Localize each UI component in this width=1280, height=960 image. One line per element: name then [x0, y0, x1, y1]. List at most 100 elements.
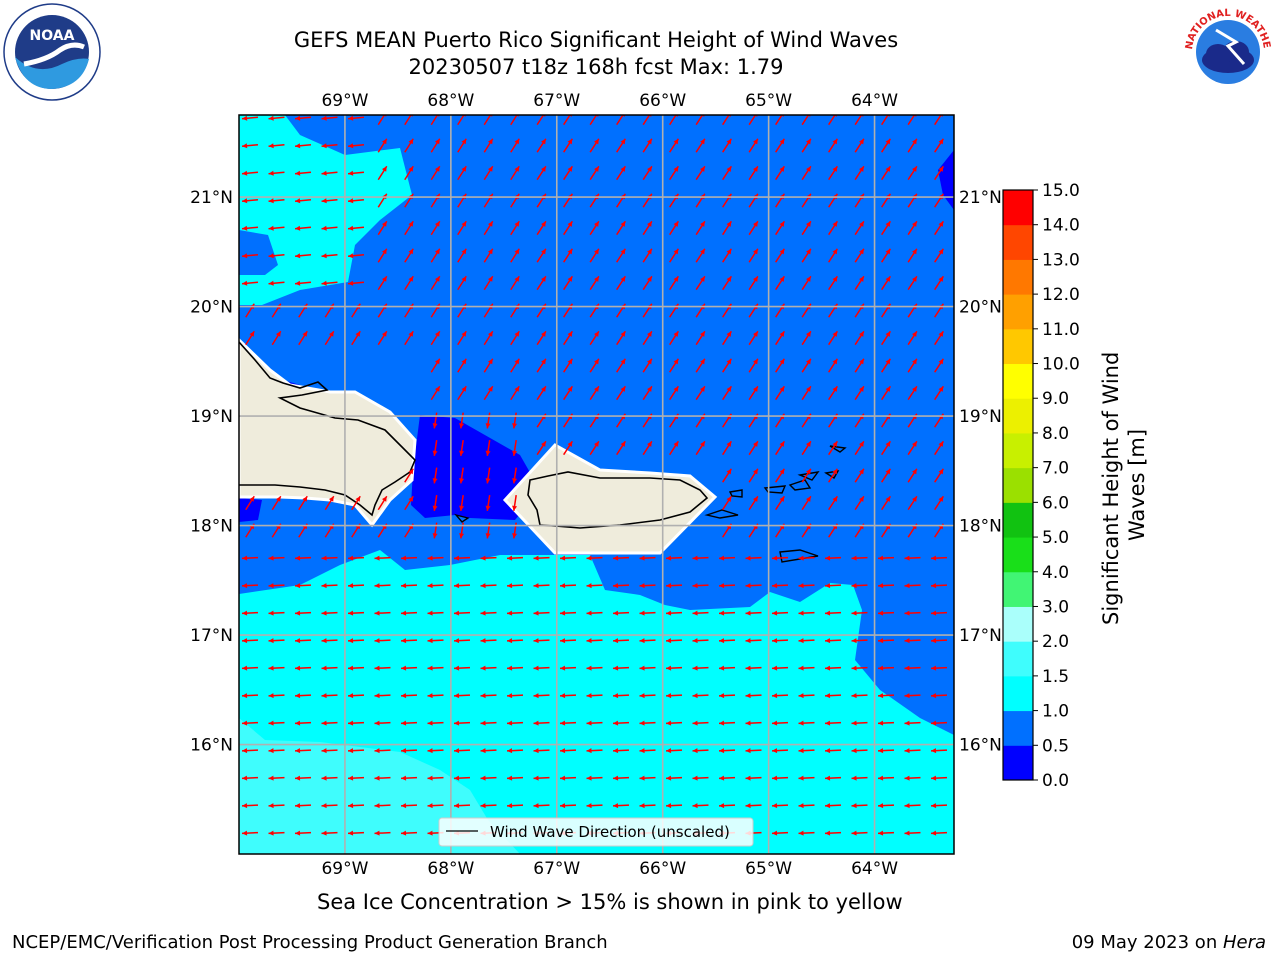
bottom-lon-label: 68°W: [427, 859, 474, 879]
wave-arrow-head: [594, 166, 599, 172]
wave-arrow-head: [268, 638, 274, 644]
colorbar-swatch: [1003, 675, 1033, 712]
wave-arrow-head: [806, 358, 811, 365]
wave-arrow-head: [348, 115, 354, 121]
wave-arrow-head: [567, 331, 573, 337]
wave-arrow-head: [461, 276, 467, 282]
colorbar-swatch: [1003, 571, 1033, 607]
wave-arrow-head: [806, 221, 811, 227]
wave-arrow-head: [512, 423, 518, 429]
wave-arrow-head: [242, 610, 248, 616]
wave-arrow-head: [374, 610, 380, 616]
wave-arrow-head: [673, 386, 679, 392]
wave-arrow-head: [639, 775, 645, 781]
top-lon-label: 66°W: [639, 91, 686, 111]
colorbar-frame: [1002, 189, 1034, 781]
wave-arrow-head: [904, 610, 910, 616]
hispaniola-coastline: [239, 341, 416, 517]
wave-arrow-head: [454, 803, 460, 809]
wave-arrow-head: [434, 248, 440, 255]
colorbar-tick-label: 1.0: [1042, 702, 1069, 722]
wave-arrow-head: [779, 386, 785, 392]
wave-arrow-head: [321, 253, 327, 259]
wave-arrow-head: [639, 803, 645, 809]
wave-arrow-head: [772, 748, 778, 754]
wave-arrow: [934, 115, 942, 126]
wave-arrow-head: [295, 170, 301, 176]
wave-arrow: [457, 115, 465, 126]
wave-arrow-head: [541, 386, 546, 392]
wave-arrow-head: [321, 775, 327, 781]
wave-arrow: [510, 115, 518, 126]
wave-arrow-head: [726, 468, 732, 475]
wave-arrow-head: [938, 221, 944, 227]
wave-arrow-head: [726, 496, 732, 502]
wave-arrow-head: [673, 358, 679, 365]
wave-arrow-head: [772, 555, 778, 561]
wave-arrow-head: [753, 166, 758, 172]
colorbar-tick-label: 11.0: [1042, 320, 1080, 340]
wave-arrow-head: [779, 221, 785, 227]
wave-arrow: [616, 115, 624, 126]
wave-arrow-head: [772, 693, 778, 699]
wave-arrow-head: [432, 533, 438, 539]
wave-arrow-head: [374, 638, 380, 644]
map-frame: [238, 114, 955, 855]
colorbar-label-line1: Significant Height of Wind: [1099, 352, 1123, 625]
wave-arrow-head: [620, 248, 626, 255]
wave-arrow-head: [832, 331, 838, 337]
wave-arrow-head: [825, 555, 831, 561]
wave-arrow-head: [242, 775, 248, 781]
wave-arrow-head: [514, 331, 520, 337]
wave-arrow-head: [374, 583, 380, 589]
right-lat-label: 16°N: [959, 736, 1002, 756]
wind-wave-arrows: [241, 115, 948, 836]
wave-arrow-head: [878, 555, 884, 561]
colorbar-swatch: [1003, 467, 1033, 503]
wave-arrow-head: [434, 166, 440, 172]
wave-arrow-head: [931, 748, 937, 754]
wave-arrow-head: [692, 638, 698, 644]
wave-arrow-head: [779, 496, 785, 502]
wave-arrow-head: [459, 423, 465, 429]
wave-arrow-head: [454, 638, 460, 644]
wave-arrow-head: [321, 280, 327, 286]
wave-arrow-head: [666, 610, 672, 616]
wave-arrow-head: [832, 276, 838, 282]
wave-arrow-head: [931, 583, 937, 589]
wave-arrow-head: [647, 386, 652, 392]
wave-arrow-head: [825, 775, 831, 781]
wave-arrow-head: [825, 583, 831, 589]
wave-arrow-head: [620, 358, 626, 365]
wave-arrow: [536, 115, 545, 126]
wave-arrow-head: [904, 693, 910, 699]
colorbar-tick-label: 1.5: [1042, 667, 1069, 687]
wave-arrow-head: [825, 748, 831, 754]
wave-arrow-head: [673, 221, 679, 227]
wave-arrow: [695, 115, 704, 126]
wave-arrow-head: [586, 610, 592, 616]
wave-arrow-head: [242, 198, 248, 204]
wave-arrow-head: [507, 775, 513, 781]
wave-arrow-head: [859, 248, 864, 255]
wave-arrow-head: [912, 331, 917, 337]
wave-arrow-head: [541, 358, 546, 365]
wave-arrow-head: [647, 221, 652, 227]
wave-arrow: [775, 115, 783, 126]
wave-arrow-head: [242, 748, 248, 754]
wave-arrow-head: [666, 665, 672, 671]
wave-arrow-head: [586, 775, 592, 781]
wave-arrow-head: [859, 166, 864, 172]
wave-arrow-head: [374, 720, 380, 726]
wave-arrow-head: [427, 555, 433, 561]
wave-arrow-head: [348, 280, 354, 286]
wave-arrow-head: [745, 693, 751, 699]
wave-arrow-head: [268, 775, 274, 781]
wave-arrow-head: [639, 555, 645, 561]
colorbar-tick-label: 12.0: [1042, 285, 1080, 305]
wave-arrow-head: [268, 665, 274, 671]
wave-arrow-head: [779, 441, 785, 447]
wave-arrow-head: [878, 693, 884, 699]
bottom-lon-label: 66°W: [639, 859, 686, 879]
wave-arrow-head: [851, 583, 857, 589]
